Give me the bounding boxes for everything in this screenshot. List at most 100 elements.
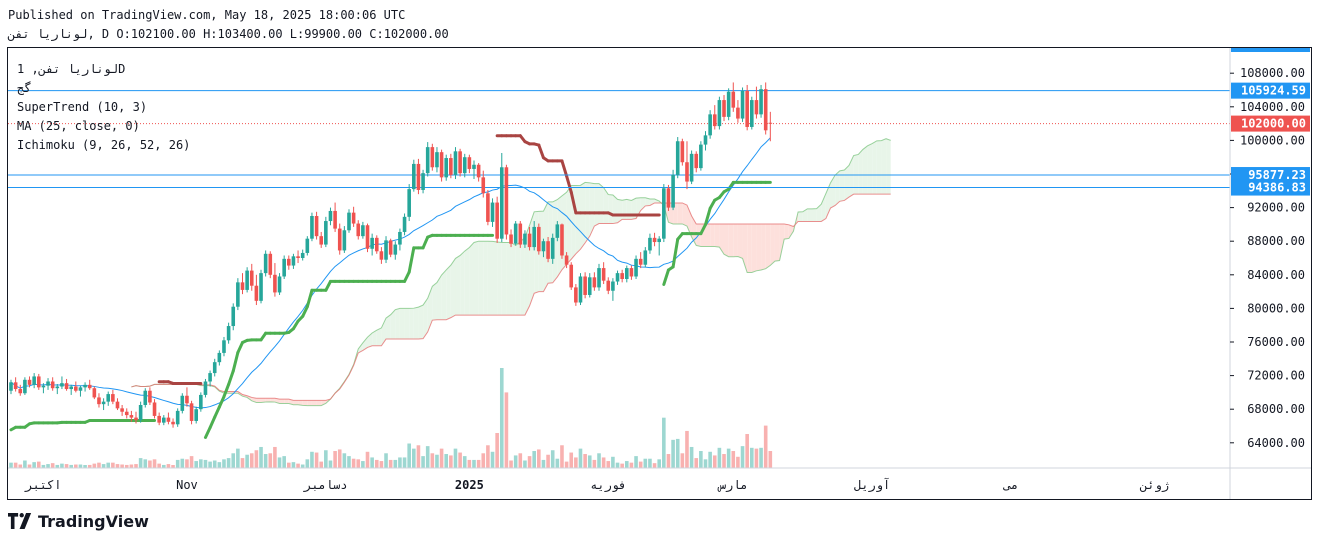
volume-bar	[189, 456, 194, 468]
price-chart[interactable]: 64000.00 68000.00 72000.00 76000.00 80000.00…	[8, 48, 1311, 499]
ichimoku-cloud-segment	[774, 223, 780, 262]
volume-bar	[412, 448, 416, 468]
candle-body	[583, 276, 587, 295]
candle	[638, 252, 643, 269]
ichimoku-cloud-segment	[724, 223, 729, 257]
last-price-label: 102000.00	[1241, 117, 1306, 131]
candle	[27, 376, 32, 388]
volume-bar	[259, 446, 263, 468]
legend-subtitle: گج	[17, 81, 32, 95]
legend-ma[interactable]: MA (25, close, 0)	[17, 119, 140, 133]
candle	[134, 411, 138, 424]
supertrend-segment	[236, 340, 244, 354]
volume-bar	[537, 449, 541, 468]
ichimoku-cloud-segment	[821, 193, 826, 222]
volume-bar	[226, 458, 231, 468]
volume-bar	[328, 460, 333, 468]
candle-body	[578, 276, 583, 303]
candle	[36, 373, 41, 390]
tradingview-brand[interactable]: TradingView	[8, 511, 149, 531]
candle-body	[189, 403, 194, 421]
ichimoku-cloud-segment	[608, 194, 613, 224]
brand-name: TradingView	[38, 511, 149, 531]
candle-body	[398, 231, 402, 245]
candle	[490, 198, 495, 227]
supertrend-segment	[421, 235, 430, 250]
candle	[379, 247, 384, 264]
candle	[388, 238, 393, 258]
ichimoku-cloud-segment	[409, 308, 414, 340]
volume-bar	[365, 451, 370, 468]
volume-bar	[124, 464, 129, 468]
ichimoku-cloud-segment	[784, 223, 789, 240]
candle	[574, 284, 578, 306]
ichimoku-cloud-segment	[534, 211, 539, 294]
legend-ichimoku[interactable]: Ichimoku (9, 26, 52, 26)	[17, 138, 191, 152]
volume-bar	[462, 456, 467, 468]
candle	[259, 269, 263, 304]
volume-bar	[569, 452, 574, 468]
candle-body	[754, 100, 759, 115]
volume-bar	[9, 462, 13, 468]
volume-bar	[759, 447, 763, 468]
ichimoku-cloud-segment	[395, 308, 400, 340]
candle-body	[236, 282, 240, 307]
candle-body	[657, 238, 661, 243]
last-price-label-bg	[1231, 115, 1310, 132]
candle-body	[504, 167, 509, 235]
ichimoku-cloud-segment	[386, 314, 391, 340]
candle-body	[532, 226, 536, 248]
volume-bar	[134, 464, 138, 468]
candle	[629, 265, 634, 280]
supertrend-segment	[708, 198, 717, 210]
tradingview-logo-icon	[8, 513, 32, 529]
candle-body	[393, 244, 398, 255]
volume-bar	[97, 462, 101, 468]
candle	[148, 387, 152, 405]
ichimoku-cloud-segment	[543, 201, 549, 292]
candle	[203, 378, 208, 398]
candle-body	[310, 216, 314, 239]
ichimoku-cloud-segment	[682, 202, 687, 227]
candle-body	[111, 394, 115, 402]
volume-bar	[467, 459, 472, 468]
candle-body	[291, 256, 296, 266]
volume-bar	[703, 459, 708, 468]
candle	[199, 392, 203, 412]
candle-body	[64, 383, 69, 390]
candle-body	[439, 152, 444, 178]
candle-body	[60, 383, 64, 387]
volume-bar	[203, 459, 208, 468]
candle	[754, 86, 759, 119]
candle	[699, 141, 703, 171]
supertrend-segment	[324, 279, 332, 292]
volume-bar	[689, 446, 694, 468]
chart-frame[interactable]: 64000.00 68000.00 72000.00 76000.00 80000.00…	[7, 47, 1312, 500]
ichimoku-cloud-segment	[270, 398, 275, 403]
volume-bar	[578, 448, 583, 468]
supertrend-segment	[213, 405, 221, 419]
time-tick-label: آوریل	[854, 477, 890, 493]
candle-body	[120, 408, 124, 412]
price-tick-label: 88000.00	[1247, 234, 1305, 248]
candle	[648, 233, 652, 254]
candle-body	[379, 251, 384, 260]
ichimoku-cloud-segment	[807, 208, 812, 222]
supertrend-segment	[208, 415, 217, 430]
price-tick-label: 68000.00	[1247, 402, 1305, 416]
candle-body	[745, 90, 749, 127]
volume-bar	[763, 425, 768, 468]
volume-bar	[74, 464, 78, 468]
volume-bar	[472, 459, 476, 468]
candle-body	[402, 216, 407, 232]
ichimoku-cloud-segment	[311, 400, 317, 406]
candle-body	[240, 282, 245, 290]
candle	[657, 236, 661, 256]
ichimoku-cloud-segment	[599, 183, 604, 224]
ichimoku-cloud-segment	[747, 223, 752, 273]
candle-body	[712, 114, 717, 127]
legend-supertrend[interactable]: SuperTrend (10, 3)	[17, 100, 148, 114]
candle-body	[245, 270, 249, 290]
candle	[583, 272, 587, 299]
